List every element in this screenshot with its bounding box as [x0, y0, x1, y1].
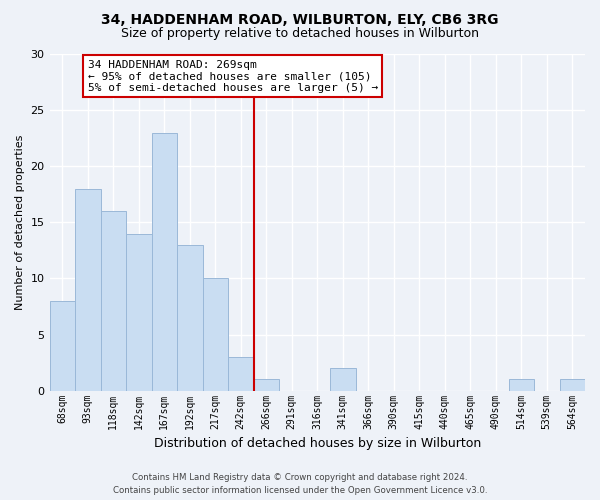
Bar — [509, 380, 534, 390]
Y-axis label: Number of detached properties: Number of detached properties — [15, 134, 25, 310]
Bar — [50, 301, 75, 390]
Text: Contains HM Land Registry data © Crown copyright and database right 2024.
Contai: Contains HM Land Registry data © Crown c… — [113, 474, 487, 495]
Bar — [203, 278, 228, 390]
Bar — [101, 211, 126, 390]
Bar — [228, 357, 254, 390]
Bar — [152, 132, 177, 390]
Text: 34 HADDENHAM ROAD: 269sqm
← 95% of detached houses are smaller (105)
5% of semi-: 34 HADDENHAM ROAD: 269sqm ← 95% of detac… — [88, 60, 378, 93]
X-axis label: Distribution of detached houses by size in Wilburton: Distribution of detached houses by size … — [154, 437, 481, 450]
Text: 34, HADDENHAM ROAD, WILBURTON, ELY, CB6 3RG: 34, HADDENHAM ROAD, WILBURTON, ELY, CB6 … — [101, 12, 499, 26]
Bar — [126, 234, 152, 390]
Bar — [254, 380, 279, 390]
Text: Size of property relative to detached houses in Wilburton: Size of property relative to detached ho… — [121, 28, 479, 40]
Bar — [560, 380, 585, 390]
Bar — [330, 368, 356, 390]
Bar — [177, 245, 203, 390]
Bar — [75, 188, 101, 390]
